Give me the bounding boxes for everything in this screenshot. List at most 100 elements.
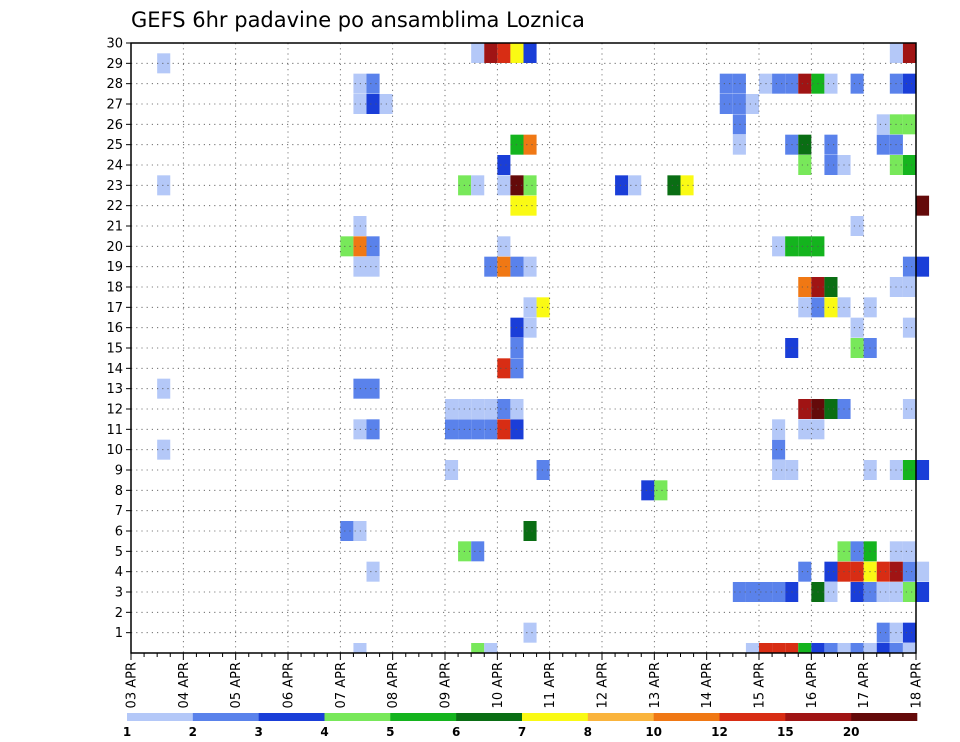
x-tick-label: 03 APR (125, 662, 140, 708)
precip-cell (916, 460, 930, 480)
precip-cell (732, 582, 746, 602)
precip-cell (824, 561, 838, 582)
precip-cell (536, 460, 550, 480)
precip-cell (798, 297, 812, 318)
colorbar-swatch (587, 713, 654, 721)
precip-cell (876, 561, 890, 582)
colorbar-swatch (258, 713, 325, 721)
precip-cell (824, 297, 838, 318)
x-tick-label: 17 APR (857, 662, 872, 708)
precip-cell (615, 175, 629, 196)
precip-cell (484, 643, 498, 653)
x-tick-label: 14 APR (700, 662, 715, 708)
precip-cell (471, 399, 485, 419)
colorbar-label: 2 (189, 725, 197, 739)
precip-cell (876, 643, 890, 653)
x-tick-label: 10 APR (491, 662, 506, 708)
precip-cell (772, 439, 786, 460)
precip-cell (902, 43, 916, 63)
precip-cell (471, 43, 485, 63)
precip-cell (353, 643, 367, 653)
precip-cell (366, 419, 380, 440)
y-tick-label: 23 (106, 179, 123, 194)
precip-cell (798, 134, 812, 155)
y-tick-label: 27 (106, 98, 123, 113)
precip-cell (497, 236, 511, 257)
y-tick-label: 18 (106, 281, 123, 296)
precip-cell (916, 195, 930, 216)
precip-cell (850, 338, 864, 358)
precip-cell (497, 256, 511, 277)
y-tick-label: 16 (106, 321, 123, 336)
y-tick-label: 19 (106, 260, 123, 275)
colorbar-swatch (719, 713, 786, 721)
y-tick-label: 26 (106, 118, 123, 133)
x-tick-label: 04 APR (177, 662, 192, 708)
precip-cell (497, 175, 511, 196)
precip-cell (497, 155, 511, 175)
precip-cell (719, 73, 733, 94)
y-tick-label: 20 (106, 240, 123, 255)
precip-cell (445, 399, 459, 419)
x-tick-label: 11 APR (543, 662, 558, 708)
colorbar-label: 12 (711, 725, 728, 739)
y-tick-label: 3 (115, 586, 123, 601)
precip-cell (471, 419, 485, 440)
colorbar-swatch (324, 713, 391, 721)
precip-cell (824, 155, 838, 175)
precip-cell (798, 643, 812, 653)
precip-cell (340, 521, 354, 541)
precip-cell (824, 134, 838, 155)
precip-cell (824, 73, 838, 94)
colorbar: 1 2 3 4 5 6 7 8 10 12 15 20 (123, 713, 918, 739)
precip-cell (824, 643, 838, 653)
precip-cell (837, 643, 851, 653)
precip-cell (523, 622, 537, 643)
precip-cell (850, 317, 864, 338)
x-tick-label: 08 APR (386, 662, 401, 708)
precip-cell (510, 43, 524, 63)
precip-cell (732, 94, 746, 114)
precip-cell (536, 297, 550, 318)
y-tick-label: 28 (106, 77, 123, 92)
y-tick-label: 9 (115, 464, 123, 479)
precip-cell (366, 94, 380, 114)
precip-cell (902, 256, 916, 277)
precip-cell (745, 643, 759, 653)
y-tick-label: 30 (106, 37, 123, 52)
precip-cell (798, 277, 812, 297)
colorbar-swatch (522, 713, 589, 721)
colorbar-swatch (192, 713, 259, 721)
precip-cell (667, 175, 681, 196)
precip-cell (902, 317, 916, 338)
precip-cell (157, 175, 171, 196)
precip-cell (850, 561, 864, 582)
precip-cell (719, 94, 733, 114)
precip-cell (902, 541, 916, 562)
precip-cell (876, 582, 890, 602)
precip-cell (366, 256, 380, 277)
colorbar-label: 4 (320, 725, 328, 739)
precip-cell (876, 622, 890, 643)
precip-cell (497, 43, 511, 63)
y-tick-label: 7 (115, 504, 123, 519)
precip-cell (523, 317, 537, 338)
y-axis: 1234567891011121314151617181920212223242… (106, 37, 131, 641)
x-tick-label: 18 APR (910, 662, 925, 708)
precip-cell (497, 358, 511, 379)
y-tick-label: 8 (115, 484, 123, 499)
precip-cell (340, 236, 354, 257)
precip-cell (484, 43, 498, 63)
x-tick-label: 16 APR (805, 662, 820, 708)
precip-cell (850, 582, 864, 602)
precip-cell (157, 53, 171, 74)
colorbar-swatch (390, 713, 457, 721)
x-tick-label: 06 APR (282, 662, 297, 708)
precip-cell (798, 155, 812, 175)
y-tick-label: 14 (106, 362, 123, 377)
precip-cell (157, 378, 171, 399)
precip-cell (916, 582, 930, 602)
x-tick-label: 05 APR (229, 662, 244, 708)
colorbar-label: 20 (843, 725, 860, 739)
